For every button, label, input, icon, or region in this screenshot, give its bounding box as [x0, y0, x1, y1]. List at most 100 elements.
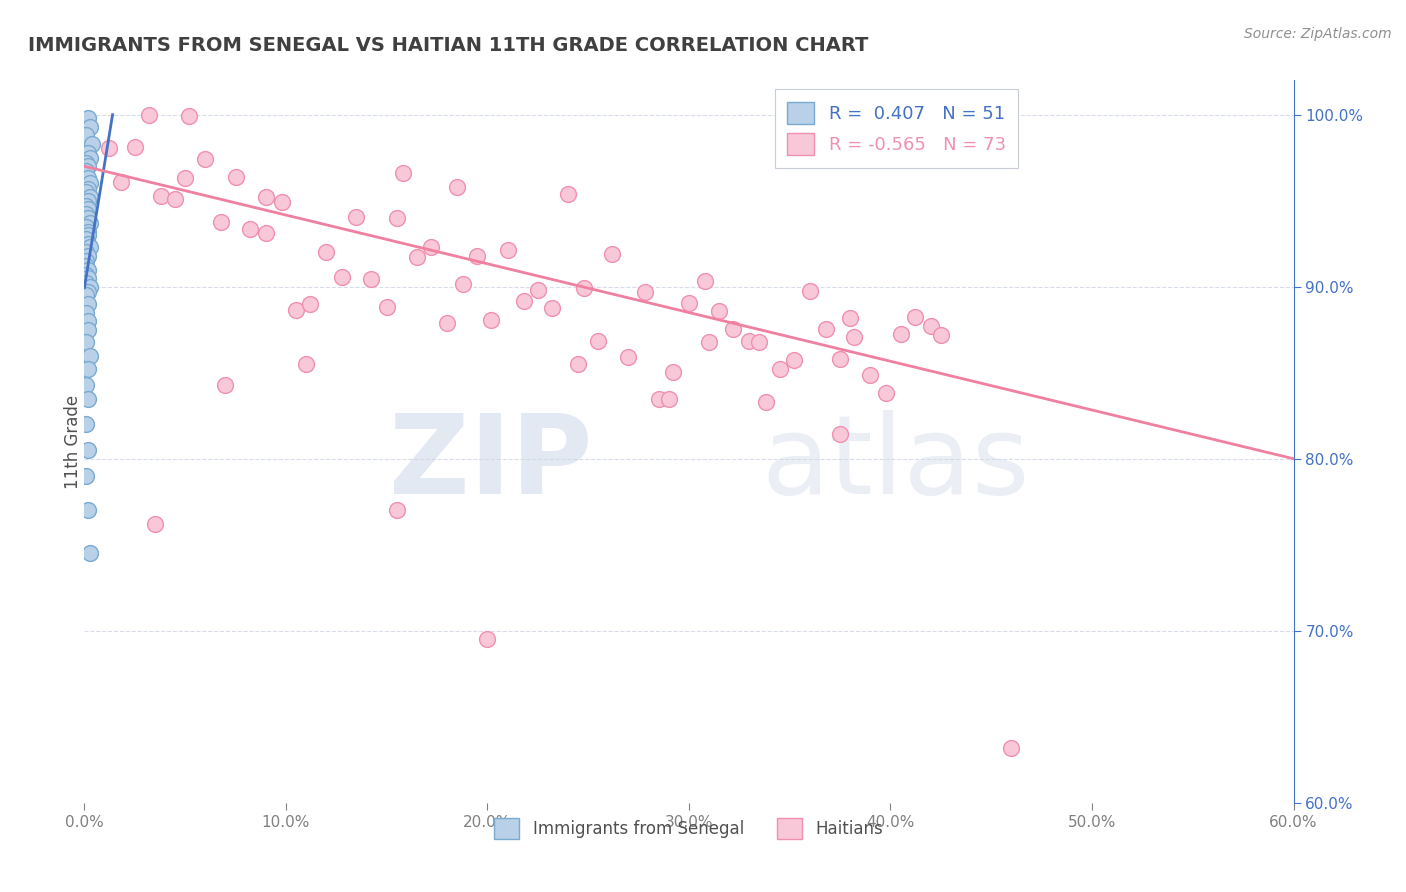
Point — [541, 301, 564, 316]
Point — [75, 469, 97, 483]
Point — [1000, 740, 1022, 755]
Point — [75, 377, 97, 392]
Point — [214, 377, 236, 392]
Point — [194, 152, 217, 166]
Point — [75, 128, 97, 143]
Point — [79, 216, 101, 230]
Point — [920, 318, 942, 333]
Point — [77, 271, 100, 285]
Point — [79, 546, 101, 560]
Point — [436, 316, 458, 330]
Point — [567, 357, 589, 371]
Point — [709, 304, 731, 318]
Point — [375, 301, 398, 315]
Legend: Immigrants from Senegal, Haitians: Immigrants from Senegal, Haitians — [485, 808, 893, 848]
Point — [844, 329, 866, 343]
Point — [97, 141, 120, 155]
Point — [77, 236, 100, 251]
Point — [75, 199, 97, 213]
Point — [77, 285, 100, 299]
Point — [662, 366, 685, 380]
Point — [239, 221, 262, 235]
Point — [572, 281, 595, 295]
Point — [77, 228, 100, 243]
Point — [633, 285, 655, 299]
Point — [285, 302, 308, 317]
Point — [830, 351, 852, 366]
Point — [75, 245, 97, 260]
Point — [124, 140, 146, 154]
Point — [481, 313, 503, 327]
Point — [769, 362, 792, 376]
Text: ZIP: ZIP — [389, 409, 592, 516]
Point — [859, 368, 882, 382]
Point — [77, 443, 100, 458]
Point — [75, 417, 97, 432]
Point — [75, 277, 97, 291]
Point — [839, 310, 862, 325]
Point — [512, 294, 534, 309]
Point — [75, 231, 97, 245]
Point — [467, 249, 489, 263]
Point — [617, 350, 640, 364]
Point — [723, 321, 745, 335]
Point — [799, 284, 821, 298]
Point — [77, 249, 100, 263]
Point — [496, 244, 519, 258]
Point — [77, 211, 100, 225]
Point — [391, 166, 413, 180]
Point — [77, 225, 100, 239]
Point — [75, 259, 97, 273]
Point — [77, 362, 100, 376]
Point — [315, 244, 337, 259]
Point — [138, 108, 160, 122]
Point — [875, 385, 897, 400]
Point — [225, 169, 247, 184]
Point — [77, 171, 100, 186]
Point — [588, 334, 610, 349]
Point — [75, 254, 97, 268]
Point — [77, 314, 100, 328]
Point — [477, 632, 499, 647]
Point — [814, 322, 837, 336]
Y-axis label: 11th Grade: 11th Grade — [63, 394, 82, 489]
Point — [174, 171, 197, 186]
Point — [658, 392, 681, 406]
Point — [77, 194, 100, 208]
Point — [82, 136, 104, 151]
Point — [143, 517, 166, 532]
Point — [77, 392, 100, 406]
Point — [602, 247, 624, 261]
Point — [904, 310, 927, 325]
Point — [75, 156, 97, 170]
Point — [75, 288, 97, 302]
Point — [79, 349, 101, 363]
Point — [110, 175, 132, 189]
Point — [748, 334, 770, 349]
Point — [783, 352, 806, 367]
Point — [346, 210, 368, 224]
Point — [79, 151, 101, 165]
Point — [446, 180, 468, 194]
Point — [77, 182, 100, 196]
Point — [179, 109, 201, 123]
Point — [270, 195, 292, 210]
Point — [165, 193, 187, 207]
Point — [79, 279, 101, 293]
Point — [299, 297, 322, 311]
Point — [420, 240, 443, 254]
Point — [77, 159, 100, 173]
Point — [79, 190, 101, 204]
Point — [527, 283, 550, 297]
Point — [693, 274, 716, 288]
Point — [406, 251, 429, 265]
Point — [678, 296, 700, 310]
Point — [75, 268, 97, 282]
Point — [209, 215, 232, 229]
Point — [754, 395, 776, 409]
Point — [451, 277, 474, 291]
Point — [77, 323, 100, 337]
Point — [75, 164, 97, 178]
Point — [697, 334, 720, 349]
Point — [929, 327, 952, 342]
